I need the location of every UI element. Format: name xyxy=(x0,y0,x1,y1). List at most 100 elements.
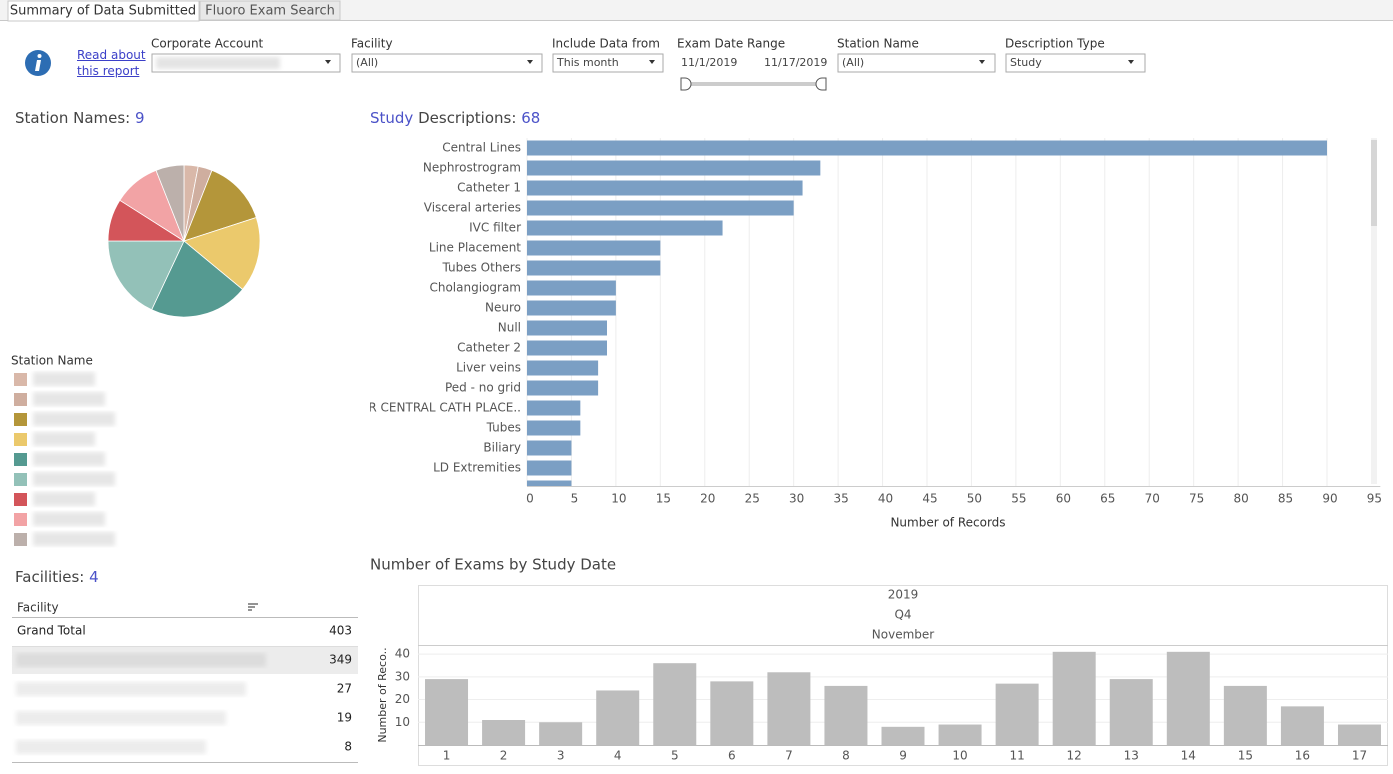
bar xyxy=(596,690,640,745)
x-tick-label: 1 xyxy=(443,749,451,763)
x-tick-label: 75 xyxy=(1189,492,1204,506)
legend-swatch xyxy=(14,373,27,386)
category-label: Line Placement xyxy=(429,241,521,255)
bar xyxy=(527,440,572,456)
slider-track[interactable] xyxy=(685,82,822,86)
x-tick-label: 12 xyxy=(1067,749,1082,763)
read-about-link[interactable]: Read about this report xyxy=(77,48,146,78)
total-label: Grand Total xyxy=(17,624,86,638)
y-tick-label: 20 xyxy=(395,692,410,706)
x-tick-label: 80 xyxy=(1233,492,1248,506)
blurred-name xyxy=(33,452,105,466)
slider-handle[interactable] xyxy=(815,77,827,91)
category-label: Catheter 1 xyxy=(457,181,521,195)
bar xyxy=(527,420,581,436)
x-tick-label: 7 xyxy=(785,749,793,763)
row-value: 19 xyxy=(337,711,352,725)
bar xyxy=(527,340,607,356)
date-end: 11/17/2019 xyxy=(764,56,827,69)
info-icon-stem xyxy=(35,60,41,71)
category-label: LD Extremities xyxy=(433,461,521,475)
x-tick-label: 20 xyxy=(700,492,715,506)
x-tick-label: 15 xyxy=(1238,749,1253,763)
category-label: IVC filter xyxy=(469,221,521,235)
category-label: Neuro xyxy=(485,301,521,315)
category-label: Ped - no grid xyxy=(445,381,521,395)
bar xyxy=(527,360,599,376)
blurred-name xyxy=(16,682,246,696)
dropdown-arrow xyxy=(527,60,533,64)
table-header: Facility xyxy=(17,601,59,615)
bar xyxy=(767,672,811,745)
category-label: Tubes xyxy=(486,421,521,435)
dropdown-arrow xyxy=(979,60,985,64)
bar xyxy=(710,681,754,745)
scrollbar[interactable] xyxy=(1371,138,1377,484)
legend-swatch xyxy=(14,393,27,406)
bar xyxy=(482,720,526,745)
column-header: 2019 xyxy=(888,588,919,602)
blurred-name xyxy=(33,472,115,486)
date-start: 11/1/2019 xyxy=(681,56,737,69)
bar xyxy=(527,380,599,396)
title-param[interactable]: Study xyxy=(370,109,413,127)
blurred-name xyxy=(33,412,115,426)
panel-frame xyxy=(418,585,1388,766)
dropdown-value: This month xyxy=(556,56,619,69)
total-value: 403 xyxy=(329,624,352,638)
x-tick-label: 40 xyxy=(878,492,893,506)
tab-label[interactable]: Summary of Data Submitted xyxy=(10,4,196,19)
tab[interactable] xyxy=(199,0,341,21)
bar xyxy=(1337,724,1381,745)
x-tick-label: 60 xyxy=(1056,492,1071,506)
bar xyxy=(824,685,868,745)
blurred-name xyxy=(33,432,95,446)
category-label: Cholangiogram xyxy=(429,281,521,295)
bar xyxy=(527,200,794,216)
row-value: 349 xyxy=(329,653,352,667)
slider-handle[interactable] xyxy=(680,77,692,91)
category-label: Central Lines xyxy=(442,141,521,155)
dropdown-arrow xyxy=(1128,60,1134,64)
x-tick-label: 95 xyxy=(1367,492,1382,506)
legend-swatch xyxy=(14,453,27,466)
filter-label: Facility xyxy=(351,37,393,51)
dropdown[interactable] xyxy=(837,53,996,73)
dropdown[interactable] xyxy=(552,53,664,73)
x-tick-label: 6 xyxy=(728,749,736,763)
tab-label[interactable]: Fluoro Exam Search xyxy=(205,4,335,19)
bar xyxy=(527,180,803,196)
x-tick-label: 13 xyxy=(1124,749,1139,763)
x-tick-label: 5 xyxy=(571,492,579,506)
x-tick-label: 50 xyxy=(967,492,982,506)
x-tick-label: 5 xyxy=(671,749,679,763)
bar xyxy=(527,460,572,476)
y-tick-label: 10 xyxy=(395,715,410,729)
dropdown[interactable] xyxy=(1005,53,1146,73)
blurred-value xyxy=(156,57,280,69)
x-tick-label: 15 xyxy=(656,492,671,506)
pie-slice xyxy=(183,217,261,291)
x-tick-label: 11 xyxy=(1009,749,1024,763)
title-count: 4 xyxy=(89,568,99,586)
blurred-name xyxy=(16,740,206,754)
x-tick-label: 8 xyxy=(842,749,850,763)
x-tick-label: 4 xyxy=(614,749,622,763)
dropdown[interactable] xyxy=(351,53,543,73)
sort-icon[interactable] xyxy=(248,603,258,611)
tab-active[interactable] xyxy=(7,0,200,22)
bar xyxy=(1166,651,1210,745)
x-tick-label: 2 xyxy=(500,749,508,763)
bar xyxy=(995,683,1039,745)
x-tick-label: 9 xyxy=(899,749,907,763)
pie-slice xyxy=(151,240,244,318)
bar xyxy=(1109,679,1153,745)
scrollbar-thumb[interactable] xyxy=(1371,140,1377,226)
bar xyxy=(527,160,821,176)
title-count: 9 xyxy=(135,109,145,127)
blurred-name xyxy=(33,392,105,406)
blurred-name xyxy=(33,512,105,526)
section-title: Number of Exams by Study Date xyxy=(370,556,616,574)
